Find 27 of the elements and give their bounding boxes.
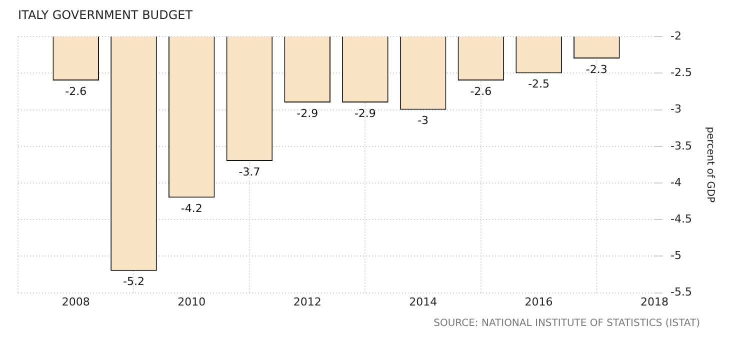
- data-label: -5.2: [123, 275, 144, 288]
- x-tick-label: 2014: [409, 295, 438, 308]
- data-label: -3.7: [238, 165, 260, 178]
- y-tick-label: -3: [670, 102, 682, 116]
- y-tick-label: -5.5: [670, 286, 692, 299]
- y-tick-label: -4: [670, 176, 682, 189]
- x-tick-label: 2008: [62, 295, 90, 308]
- data-label: -4.2: [180, 202, 202, 215]
- data-label: -2.5: [528, 78, 550, 91]
- chart-title: ITALY GOVERNMENT BUDGET: [18, 8, 193, 22]
- data-label: -2.9: [296, 106, 318, 120]
- y-tick-label: -5: [670, 249, 682, 262]
- source-note: SOURCE: NATIONAL INSTITUTE OF STATISTICS (ISTAT): [434, 318, 700, 329]
- x-tick-label: 2012: [293, 295, 322, 308]
- data-label: -2.6: [65, 84, 87, 98]
- data-label: -3: [418, 114, 429, 128]
- data-label: -2.6: [470, 84, 492, 98]
- y-axis-title: percent of GDP: [704, 126, 716, 203]
- x-tick-label: 2018: [640, 295, 669, 308]
- y-tick-label: -2: [670, 29, 682, 42]
- data-label: -2.3: [586, 62, 608, 76]
- y-tick-label: -4.5: [670, 212, 692, 226]
- data-label: -2.9: [354, 106, 376, 120]
- x-tick-label: 2016: [524, 295, 553, 308]
- x-tick-label: 2010: [178, 295, 206, 308]
- y-tick-label: -3.5: [670, 139, 692, 152]
- y-tick-label: -2.5: [670, 66, 692, 80]
